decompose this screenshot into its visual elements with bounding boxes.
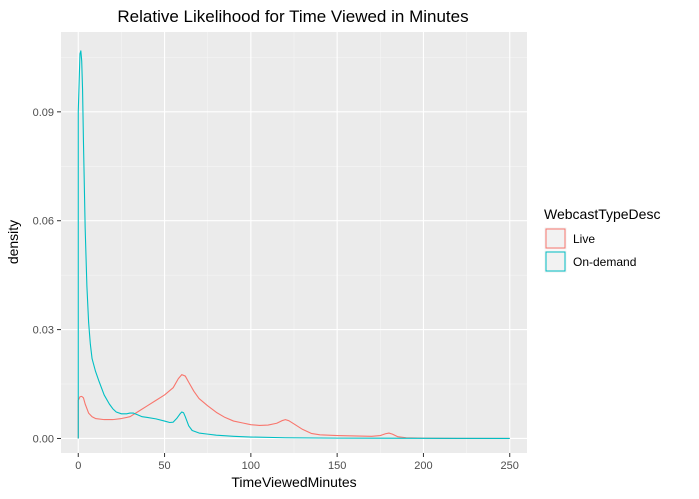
y-tick-label: 0.00 (33, 433, 54, 445)
y-axis: 0.00 0.03 0.06 0.09 (33, 107, 61, 445)
legend-key-swatch (545, 251, 566, 272)
x-tick-label: 0 (75, 460, 81, 472)
x-axis: 0 50 100 150 200 250 (75, 453, 519, 472)
x-axis-title: TimeViewedMinutes (231, 474, 356, 490)
legend-label: On-demand (573, 255, 636, 269)
legend-title: WebcastTypeDesc (544, 206, 660, 222)
chart-title: Relative Likelihood for Time Viewed in M… (117, 7, 468, 26)
y-axis-title: density (5, 220, 21, 264)
x-tick-label: 200 (414, 460, 432, 472)
legend-key-swatch (545, 228, 566, 249)
minor-gridlines (61, 32, 527, 453)
series-line-live (77, 374, 510, 440)
y-tick-label: 0.03 (33, 325, 54, 337)
series-line-on-demand (77, 50, 510, 439)
legend-label: Live (573, 232, 595, 246)
y-tick-label: 0.06 (33, 216, 54, 228)
x-tick-label: 250 (501, 460, 519, 472)
x-tick-label: 150 (328, 460, 346, 472)
legend: WebcastTypeDesc Live On-demand (543, 206, 660, 274)
y-tick-label: 0.09 (33, 107, 54, 119)
legend-key (543, 249, 568, 274)
x-tick-label: 100 (242, 460, 260, 472)
series-layer (77, 50, 510, 440)
legend-key (543, 226, 568, 251)
x-tick-label: 50 (158, 460, 170, 472)
